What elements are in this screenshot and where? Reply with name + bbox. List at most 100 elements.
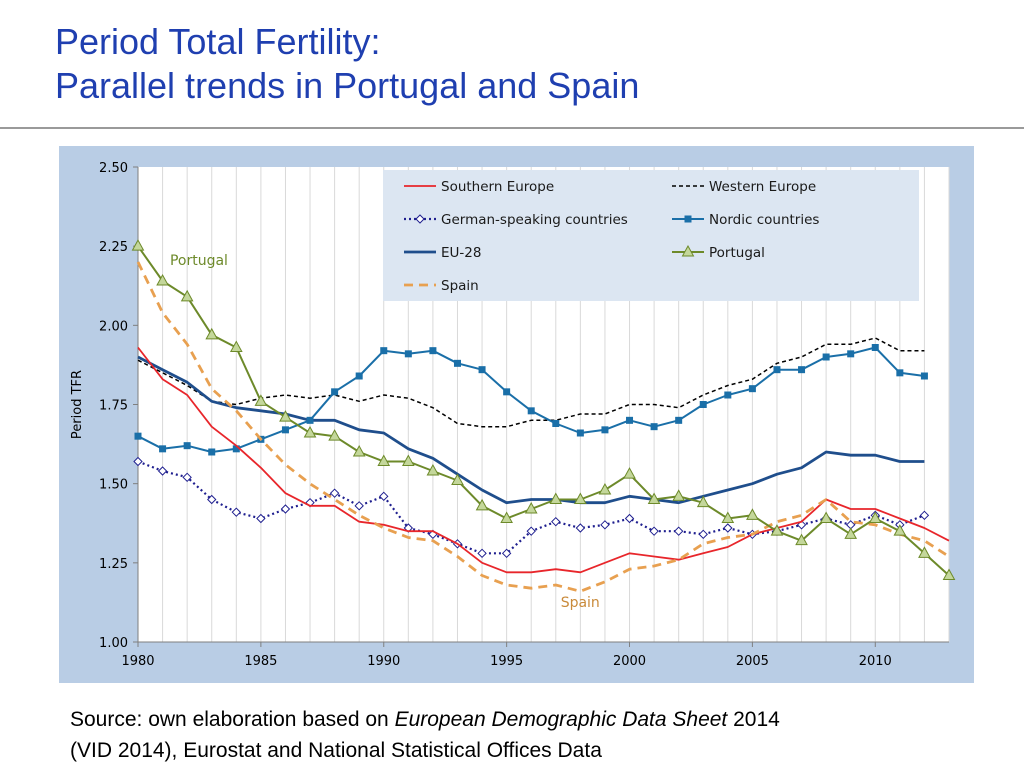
series-line-eu-28 bbox=[137, 355, 925, 505]
data-point-nordic-countries bbox=[798, 366, 806, 374]
data-point-nordic-countries bbox=[159, 445, 167, 453]
data-point-nordic-countries bbox=[183, 442, 191, 450]
x-tick-label: 2005 bbox=[736, 654, 769, 669]
data-point-nordic-countries bbox=[134, 432, 142, 440]
data-point-portugal bbox=[254, 394, 268, 406]
data-point-portugal bbox=[475, 498, 489, 511]
source-italic-title: European Demographic Data Sheet bbox=[394, 708, 728, 731]
data-point-nordic-countries bbox=[232, 445, 240, 453]
data-point-german-speaking-countries bbox=[723, 523, 733, 533]
data-point-portugal bbox=[549, 492, 563, 504]
y-tick-label: 2.50 bbox=[99, 161, 128, 176]
source-note: Source: own elaboration based on Europea… bbox=[70, 704, 780, 766]
x-tick-label: 2010 bbox=[859, 654, 892, 669]
data-point-portugal bbox=[770, 524, 784, 536]
data-point-german-speaking-countries bbox=[919, 510, 930, 521]
title-divider bbox=[0, 127, 1024, 129]
data-point-nordic-countries bbox=[601, 426, 609, 434]
data-point-nordic-countries bbox=[503, 388, 511, 396]
data-point-nordic-countries bbox=[453, 359, 461, 367]
data-point-nordic-countries bbox=[773, 366, 781, 374]
data-point-german-speaking-countries bbox=[207, 494, 217, 505]
data-point-portugal bbox=[303, 425, 317, 438]
legend-marker-german-speaking-countries bbox=[415, 214, 425, 224]
legend-box bbox=[383, 170, 919, 301]
series-line-western-europe bbox=[137, 337, 925, 428]
y-tick-label: 2.25 bbox=[99, 240, 128, 255]
y-tick-label: 1.00 bbox=[99, 636, 128, 651]
series-line-spain bbox=[136, 261, 950, 593]
y-tick-label: 1.50 bbox=[99, 478, 128, 493]
data-point-nordic-countries bbox=[576, 429, 584, 437]
legend-label-german-speaking-countries: German-speaking countries bbox=[441, 212, 628, 228]
data-point-nordic-countries bbox=[650, 423, 658, 431]
legend-label-portugal: Portugal bbox=[709, 245, 765, 261]
slide-title: Period Total Fertility: Parallel trends … bbox=[55, 20, 639, 108]
legend-label-eu-28: EU-28 bbox=[441, 245, 481, 261]
data-point-portugal bbox=[746, 508, 759, 520]
data-point-nordic-countries bbox=[552, 420, 560, 427]
data-point-portugal bbox=[598, 482, 612, 495]
data-point-portugal bbox=[500, 511, 513, 523]
data-point-nordic-countries bbox=[208, 448, 216, 456]
data-point-nordic-countries bbox=[920, 372, 928, 380]
data-point-nordic-countries bbox=[896, 369, 904, 377]
data-point-german-speaking-countries bbox=[477, 548, 487, 559]
data-point-german-speaking-countries bbox=[231, 507, 242, 517]
data-point-nordic-countries bbox=[847, 350, 855, 358]
data-point-german-speaking-countries bbox=[673, 526, 684, 536]
data-point-portugal bbox=[623, 467, 636, 479]
source-line-1: Source: own elaboration based on Europea… bbox=[70, 704, 780, 735]
data-point-portugal bbox=[156, 273, 169, 286]
data-point-portugal bbox=[918, 546, 931, 558]
data-point-nordic-countries bbox=[748, 385, 756, 393]
data-point-portugal bbox=[451, 473, 464, 485]
data-point-german-speaking-countries bbox=[379, 491, 389, 502]
data-point-german-speaking-countries bbox=[551, 516, 561, 527]
data-point-german-speaking-countries bbox=[157, 466, 168, 476]
data-point-nordic-countries bbox=[871, 344, 879, 351]
data-point-german-speaking-countries bbox=[649, 526, 659, 536]
title-line-2: Parallel trends in Portugal and Spain bbox=[55, 65, 640, 106]
legend-label-spain: Spain bbox=[441, 278, 479, 294]
data-point-portugal bbox=[942, 568, 956, 580]
data-point-nordic-countries bbox=[331, 388, 339, 396]
data-point-german-speaking-countries bbox=[329, 488, 340, 498]
y-tick-label: 1.75 bbox=[99, 399, 128, 414]
data-point-portugal bbox=[426, 463, 440, 476]
data-point-portugal bbox=[180, 289, 194, 302]
data-point-portugal bbox=[401, 454, 415, 466]
data-point-nordic-countries bbox=[478, 366, 486, 374]
data-point-nordic-countries bbox=[527, 407, 535, 415]
data-point-german-speaking-countries bbox=[501, 548, 512, 559]
data-point-german-speaking-countries bbox=[354, 501, 364, 511]
data-point-german-speaking-countries bbox=[624, 513, 635, 524]
x-tick-label: 1990 bbox=[367, 654, 400, 669]
data-point-portugal bbox=[868, 511, 882, 523]
y-axis-label: Period TFR bbox=[70, 370, 85, 439]
series-line-portugal bbox=[137, 245, 950, 577]
legend-label-western-europe: Western Europe bbox=[709, 179, 816, 195]
data-point-german-speaking-countries bbox=[526, 526, 536, 536]
data-point-nordic-countries bbox=[355, 372, 363, 380]
data-point-nordic-countries bbox=[626, 416, 634, 424]
data-point-german-speaking-countries bbox=[182, 472, 192, 483]
x-tick-label: 1985 bbox=[244, 654, 277, 669]
data-point-portugal bbox=[844, 527, 858, 539]
data-point-nordic-countries bbox=[675, 416, 683, 424]
data-point-nordic-countries bbox=[699, 401, 707, 408]
data-point-nordic-countries bbox=[822, 353, 830, 361]
data-point-portugal bbox=[721, 511, 735, 523]
source-prefix: Source: own elaboration based on bbox=[70, 708, 395, 731]
y-tick-label: 1.25 bbox=[99, 557, 128, 572]
data-point-nordic-countries bbox=[429, 347, 437, 355]
legend-marker-nordic-countries bbox=[684, 215, 692, 223]
data-point-german-speaking-countries bbox=[280, 504, 291, 514]
annotation-spain: Spain bbox=[561, 595, 600, 611]
x-tick-label: 2000 bbox=[613, 654, 646, 669]
data-point-german-speaking-countries bbox=[698, 529, 708, 540]
source-suffix: 2014 bbox=[727, 708, 780, 731]
data-point-portugal bbox=[131, 239, 145, 251]
data-point-portugal bbox=[647, 492, 661, 504]
data-point-portugal bbox=[352, 444, 366, 457]
